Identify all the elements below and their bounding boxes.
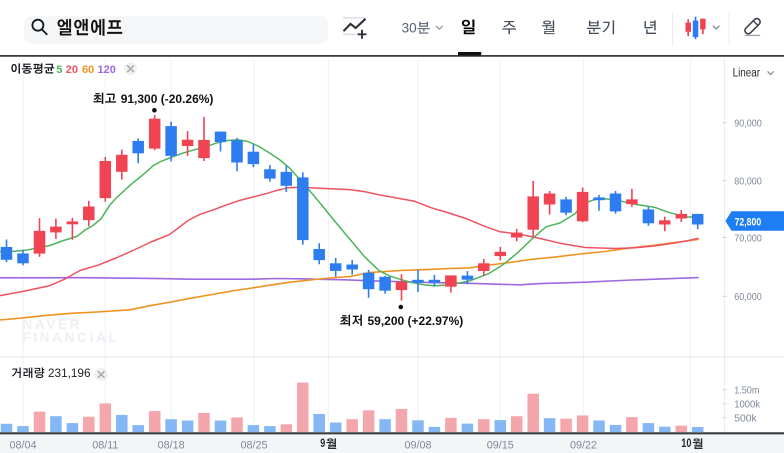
svg-text:5: 5 — [56, 64, 62, 76]
svg-text:08/04: 08/04 — [9, 440, 36, 452]
svg-text:20: 20 — [66, 64, 78, 76]
svg-text:60: 60 — [82, 64, 94, 76]
svg-text:08/25: 08/25 — [240, 440, 267, 452]
svg-text:70,000: 70,000 — [734, 233, 762, 244]
svg-text:09/22: 09/22 — [570, 440, 597, 452]
svg-text:90,000: 90,000 — [734, 119, 762, 130]
svg-text:NAVER: NAVER — [22, 317, 82, 332]
svg-text:59,200 (+22.97%): 59,200 (+22.97%) — [368, 314, 464, 328]
svg-text:30: 30 — [402, 21, 417, 36]
svg-text:60,000: 60,000 — [734, 292, 762, 303]
svg-text:1.50m: 1.50m — [734, 386, 759, 397]
svg-text:72,800: 72,800 — [735, 217, 762, 229]
svg-text:FINANCIAL: FINANCIAL — [22, 330, 119, 345]
svg-text:1000k: 1000k — [734, 400, 761, 411]
svg-text:Linear: Linear — [733, 68, 761, 80]
svg-text:09/08: 09/08 — [404, 440, 431, 452]
svg-text:91,300 (-20.26%): 91,300 (-20.26%) — [121, 92, 214, 106]
svg-text:120: 120 — [98, 64, 116, 76]
svg-text:09/15: 09/15 — [487, 440, 514, 452]
svg-text:231,196: 231,196 — [48, 366, 91, 380]
svg-text:500k: 500k — [734, 414, 757, 425]
svg-text:08/11: 08/11 — [92, 440, 118, 452]
svg-text:9: 9 — [320, 438, 325, 450]
svg-text:10: 10 — [681, 438, 691, 450]
svg-text:80,000: 80,000 — [734, 176, 762, 187]
svg-text:08/18: 08/18 — [158, 440, 185, 452]
